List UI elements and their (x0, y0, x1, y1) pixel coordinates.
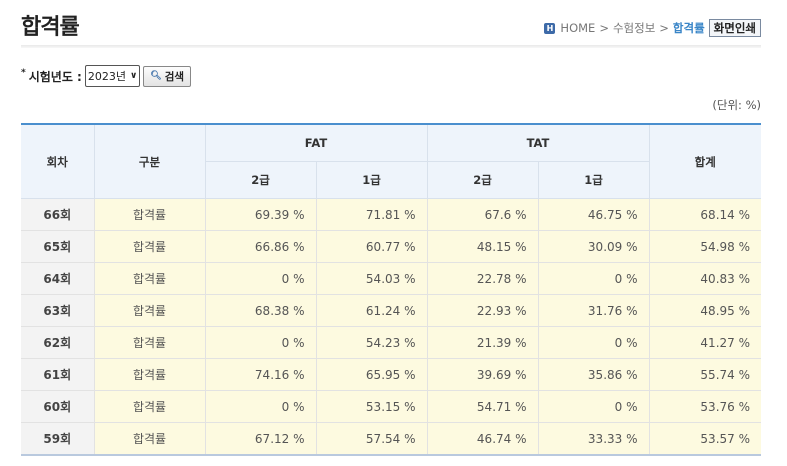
tat-grade1-cell: 30.09 % (537, 230, 650, 263)
fat-grade1-cell: 54.23 % (315, 326, 428, 359)
table-row: 66회 합격률 69.39 % 71.81 % 67.6 % 46.75 % 68.14 % (21, 198, 761, 231)
tat-grade1-cell: 33.33 % (537, 422, 650, 456)
fat-grade1-cell: 60.77 % (315, 230, 428, 263)
table-row: 61회 합격률 74.16 % 65.95 % 39.69 % 35.86 % 55.74 … (21, 358, 761, 391)
type-cell: 합격률 (93, 326, 206, 359)
table-row: 65회 합격률 66.86 % 60.77 % 48.15 % 30.09 % 54.98 … (21, 230, 761, 263)
unit-note: (단위: %) (712, 98, 761, 112)
breadcrumb-current: 합격률 (672, 21, 705, 35)
fat-grade2-cell: 68.38 % (204, 294, 317, 327)
header-tat-grade1: 1급 (537, 161, 649, 199)
fat-grade1-cell: 54.03 % (315, 262, 428, 295)
fat-grade2-cell: 0 % (204, 390, 317, 423)
tat-grade1-cell: 0 % (537, 390, 650, 423)
type-cell: 합격률 (93, 358, 206, 391)
tat-grade1-cell: 0 % (537, 262, 650, 295)
tat-grade1-cell: 35.86 % (537, 358, 650, 391)
header-tat: TAT (426, 123, 650, 162)
header-round: 회차 (21, 123, 95, 199)
fat-grade2-cell: 67.12 % (204, 422, 317, 456)
total-cell: 54.98 % (648, 230, 761, 263)
breadcrumb-home[interactable]: HOME (560, 21, 596, 35)
page-title: 합격률 (21, 15, 80, 40)
round-cell: 61회 (21, 358, 95, 391)
fat-grade2-cell: 74.16 % (204, 358, 317, 391)
fat-grade2-cell: 69.39 % (204, 198, 317, 231)
search-button-label: 검색 (164, 70, 185, 83)
year-select[interactable]: 2023년 ∨ (84, 65, 141, 87)
type-cell: 합격률 (93, 390, 206, 423)
round-cell: 64회 (21, 262, 95, 295)
type-cell: 합격률 (93, 262, 206, 295)
total-cell: 53.76 % (648, 390, 761, 423)
header-fat-grade2: 2급 (205, 161, 317, 199)
type-cell: 합격률 (93, 230, 206, 263)
fat-grade1-cell: 53.15 % (315, 390, 428, 423)
table-row: 60회 합격률 0 % 53.15 % 54.71 % 0 % 53.76 % (21, 390, 761, 423)
title-divider (21, 45, 761, 48)
search-label-text: 시험년도 : (28, 69, 82, 84)
round-cell: 63회 (21, 294, 95, 327)
round-cell: 65회 (21, 230, 95, 263)
type-cell: 합격률 (93, 294, 206, 327)
breadcrumb-separator: > (599, 21, 609, 35)
tat-grade2-cell: 21.39 % (426, 326, 539, 359)
tat-grade2-cell: 54.71 % (426, 390, 539, 423)
fat-grade2-cell: 0 % (204, 262, 317, 295)
total-cell: 48.95 % (648, 294, 761, 327)
total-cell: 55.74 % (648, 358, 761, 391)
header-total: 합계 (648, 123, 761, 199)
breadcrumb: H HOME > 수험정보 > 합격률 화면인쇄 (544, 19, 761, 37)
total-cell: 41.27 % (648, 326, 761, 359)
breadcrumb-section[interactable]: 수험정보 (612, 21, 656, 35)
type-cell: 합격률 (93, 422, 206, 456)
search-icon: 🔍︎ (150, 71, 162, 81)
round-cell: 66회 (21, 198, 95, 231)
home-icon: H (544, 22, 556, 34)
total-cell: 68.14 % (648, 198, 761, 231)
header-tat-grade2: 2급 (426, 161, 539, 199)
total-cell: 40.83 % (648, 262, 761, 295)
search-button[interactable]: 🔍︎ 검색 (143, 65, 192, 87)
tat-grade2-cell: 48.15 % (426, 230, 539, 263)
required-mark: * (21, 67, 26, 78)
year-select-value: 2023년 (87, 70, 126, 83)
table-row: 64회 합격률 0 % 54.03 % 22.78 % 0 % 40.83 % (21, 262, 761, 295)
type-cell: 합격률 (93, 198, 206, 231)
tat-grade2-cell: 46.74 % (426, 422, 539, 456)
search-bar: * 시험년도 : 2023년 ∨ 🔍︎ 검색 (21, 65, 192, 87)
tat-grade2-cell: 22.93 % (426, 294, 539, 327)
chevron-down-icon: ∨ (129, 71, 138, 81)
breadcrumb-separator: > (659, 21, 669, 35)
fat-grade1-cell: 57.54 % (315, 422, 428, 456)
tat-grade2-cell: 39.69 % (426, 358, 539, 391)
table-row: 62회 합격률 0 % 54.23 % 21.39 % 0 % 41.27 % (21, 326, 761, 359)
header-fat: FAT (204, 123, 428, 162)
tat-grade1-cell: 46.75 % (537, 198, 650, 231)
table-row: 63회 합격률 68.38 % 61.24 % 22.93 % 31.76 % 48.95 … (21, 294, 761, 327)
pass-rate-table: 회차 구분 FAT TAT 합계 2급 1급 2급 1급 66회 합격률 69.39… (21, 123, 761, 456)
tat-grade2-cell: 22.78 % (426, 262, 539, 295)
round-cell: 62회 (21, 326, 95, 359)
fat-grade2-cell: 66.86 % (204, 230, 317, 263)
round-cell: 59회 (21, 422, 95, 456)
print-screen-button[interactable]: 화면인쇄 (708, 19, 761, 37)
header-type: 구분 (93, 123, 206, 199)
fat-grade1-cell: 71.81 % (315, 198, 428, 231)
header-fat-grade1: 1급 (315, 161, 428, 199)
tat-grade2-cell: 67.6 % (426, 198, 539, 231)
tat-grade1-cell: 0 % (537, 326, 650, 359)
fat-grade1-cell: 61.24 % (315, 294, 428, 327)
total-cell: 53.57 % (648, 422, 761, 456)
tat-grade1-cell: 31.76 % (537, 294, 650, 327)
fat-grade1-cell: 65.95 % (315, 358, 428, 391)
fat-grade2-cell: 0 % (204, 326, 317, 359)
table-row: 59회 합격률 67.12 % 57.54 % 46.74 % 33.33 % 53.57 … (21, 422, 761, 456)
round-cell: 60회 (21, 390, 95, 423)
search-label: * 시험년도 : (21, 68, 82, 85)
